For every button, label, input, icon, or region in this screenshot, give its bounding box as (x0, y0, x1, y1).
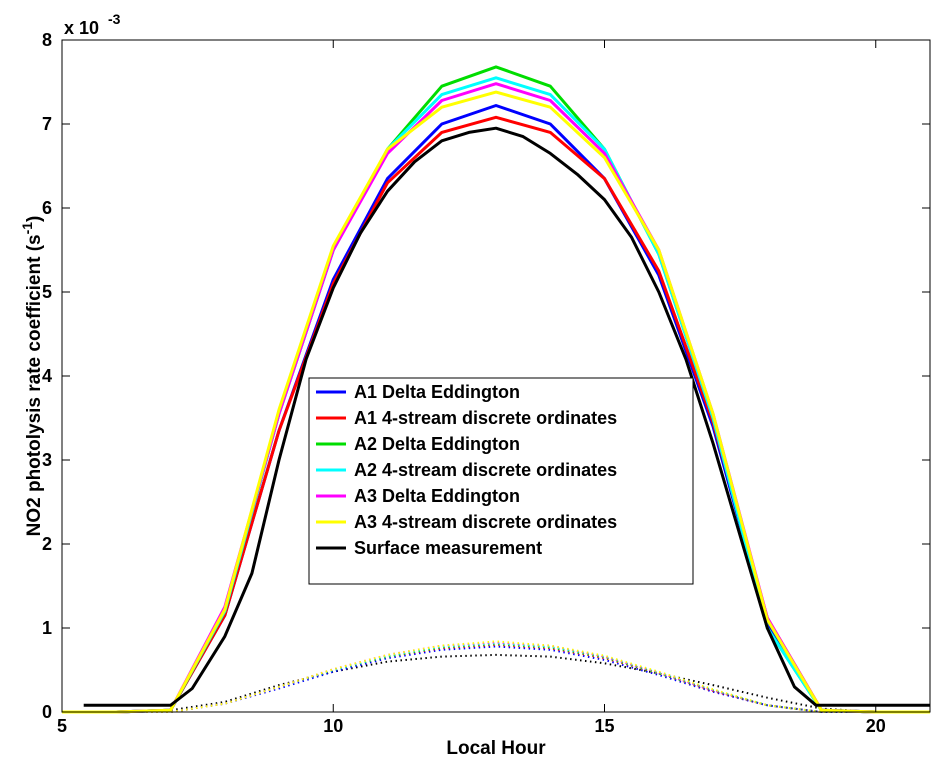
legend-label-2: A2 Delta Eddington (354, 434, 520, 454)
legend-label-0: A1 Delta Eddington (354, 382, 520, 402)
x-tick-label: 20 (866, 716, 886, 736)
y-exponent-label: x 10 -3 (64, 11, 121, 38)
legend-label-4: A3 Delta Eddington (354, 486, 520, 506)
y-tick-label: 5 (42, 282, 52, 302)
y-tick-label: 0 (42, 702, 52, 722)
y-axis-label-end: ) (24, 216, 45, 222)
legend-entries: A1 Delta Eddington A1 4-stream discrete o… (316, 382, 617, 558)
y-tick-label: 1 (42, 618, 52, 638)
y-exponent-base: x 10 (64, 18, 99, 38)
x-tick-label: 5 (57, 716, 67, 736)
x-tick-label: 15 (594, 716, 614, 736)
legend-label-3: A2 4-stream discrete ordinates (354, 460, 617, 480)
y-axis-label-sup: -1 (19, 222, 35, 235)
x-tick-label: 10 (323, 716, 343, 736)
y-axis-label: NO2 photolysis rate coefficient (s-1) (19, 216, 45, 537)
plot-area (62, 40, 931, 712)
y-tick-label: 2 (42, 534, 52, 554)
legend: A1 Delta Eddington A1 4-stream discrete o… (308, 377, 694, 585)
legend-box (308, 377, 694, 585)
y-exponent-power: -3 (108, 11, 121, 27)
series-line-6 (83, 126, 930, 707)
legend-label-1: A1 4-stream discrete ordinates (354, 408, 617, 428)
y-tick-label: 7 (42, 114, 52, 134)
x-axis-label: Local Hour (446, 738, 546, 759)
y-axis-label-main: NO2 photolysis rate coefficient (s (24, 234, 45, 536)
series-layer (62, 65, 930, 714)
ticks-layer: 5 10 15 20 0 1 2 3 4 5 6 7 8 (42, 30, 930, 736)
y-tick-label: 4 (42, 366, 52, 386)
legend-label-5: A3 4-stream discrete ordinates (354, 512, 617, 532)
y-tick-label: 8 (42, 30, 52, 50)
y-tick-label: 6 (42, 198, 52, 218)
series-line-5 (62, 90, 930, 714)
y-tick-label: 3 (42, 450, 52, 470)
legend-label-6: Surface measurement (354, 538, 542, 558)
